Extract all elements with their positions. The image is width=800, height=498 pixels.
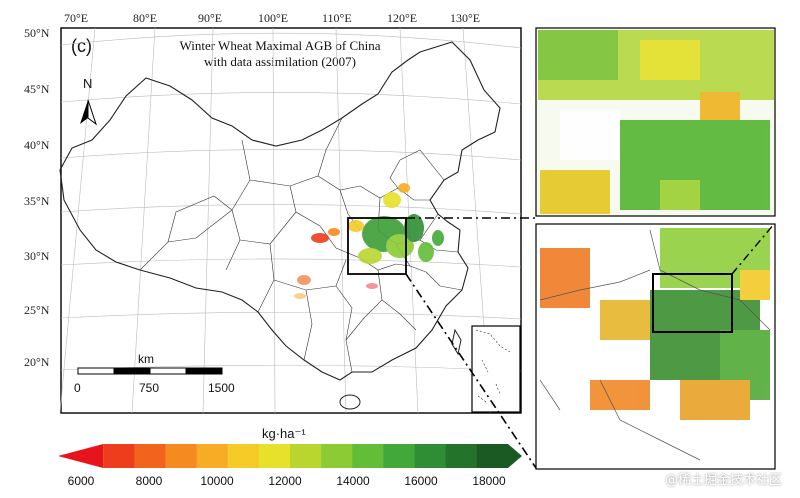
colorbar-segment <box>290 444 322 468</box>
lon-tick-130: 130°E <box>450 11 481 25</box>
colorbar <box>58 444 522 468</box>
lat-tick-45: 45°N <box>24 82 50 96</box>
lat-tick-40: 40°N <box>24 138 50 152</box>
north-label: N <box>83 76 93 91</box>
colorbar-segment <box>383 444 416 468</box>
lon-tick-110: 110°E <box>322 11 352 25</box>
zoom-panel-bottom-boundaries <box>539 229 771 461</box>
panel-label: (c) <box>71 36 92 56</box>
colorbar-segment <box>227 444 260 468</box>
scale-bar-label-0: 0 <box>74 381 81 395</box>
lat-tick-25: 25°N <box>24 303 50 317</box>
colorbar-segment <box>476 444 522 468</box>
lon-tick-70: 70°E <box>64 11 89 25</box>
south-china-sea-inset <box>471 325 521 413</box>
connector-line-zoom <box>731 223 775 275</box>
colorbar-segment <box>352 444 384 468</box>
lat-tick-50: 50°N <box>24 26 50 40</box>
lat-tick-30: 30°N <box>24 249 50 263</box>
colorbar-segment <box>196 444 229 468</box>
china-outline <box>59 41 501 381</box>
north-arrow-icon <box>80 99 97 126</box>
zoom-panel-bottom-pixels <box>540 228 770 420</box>
colorbar-segment <box>134 444 166 468</box>
hainan-island <box>339 394 361 410</box>
wheat-pixels-main <box>294 183 444 299</box>
lat-tick-20: 20°N <box>24 355 50 369</box>
scale-bar <box>77 367 223 375</box>
connector-line-bottom <box>405 273 537 469</box>
lon-tick-100: 100°E <box>258 11 289 25</box>
lon-tick-120: 120°E <box>387 11 418 25</box>
colorbar-tick-14000: 14000 <box>336 474 370 488</box>
colorbar-segment <box>258 444 291 468</box>
lon-tick-90: 90°E <box>198 11 223 25</box>
colorbar-segments <box>58 444 522 468</box>
watermark: @稀土掘金技术社区 <box>664 473 782 488</box>
main-map-frame <box>60 27 522 414</box>
selection-box-main <box>347 217 407 275</box>
zoom-panel-top-pixels <box>538 30 774 214</box>
colorbar-segment <box>445 444 478 468</box>
selection-box-zoom <box>652 273 733 333</box>
lon-tick-80: 80°E <box>133 11 158 25</box>
colorbar-unit: kg·ha⁻¹ <box>262 426 306 441</box>
lat-tick-35: 35°N <box>24 194 50 208</box>
graticule <box>59 27 522 414</box>
scale-bar-label-750: 750 <box>139 381 160 395</box>
map-title-line2: with data assimilation (2007) <box>203 54 356 69</box>
colorbar-segment <box>165 444 198 468</box>
colorbar-tick-12000: 12000 <box>268 474 302 488</box>
taiwan-island <box>451 328 462 356</box>
map-title-line1: Winter Wheat Maximal AGB of China <box>179 38 381 53</box>
colorbar-tick-16000: 16000 <box>404 474 438 488</box>
colorbar-tick-6000: 6000 <box>67 474 95 488</box>
colorbar-tick-18000: 18000 <box>472 474 506 488</box>
scale-bar-label-1500: 1500 <box>208 381 235 395</box>
colorbar-segment <box>321 444 353 468</box>
colorbar-tick-8000: 8000 <box>135 474 163 488</box>
colorbar-segment <box>58 444 104 468</box>
scale-bar-unit: km <box>138 352 154 366</box>
colorbar-tick-10000: 10000 <box>200 474 234 488</box>
colorbar-segment <box>103 444 135 468</box>
map-title: Winter Wheat Maximal AGB of China with d… <box>150 38 410 70</box>
colorbar-segment <box>414 444 447 468</box>
